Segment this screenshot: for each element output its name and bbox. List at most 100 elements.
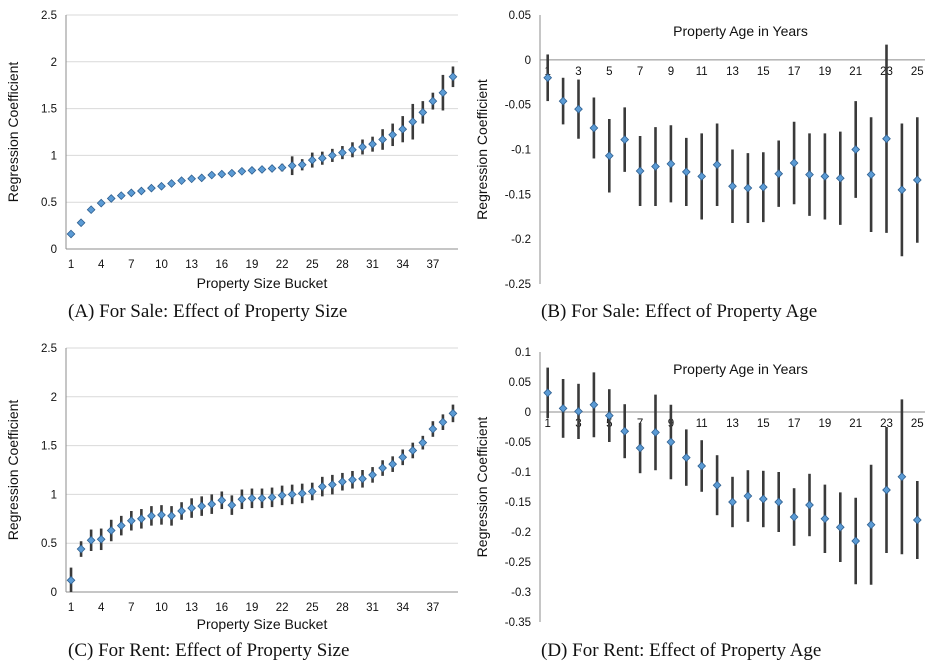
data-point (378, 135, 387, 144)
data-point (106, 194, 116, 203)
x-tick-label: 37 (426, 602, 439, 614)
data-point (227, 500, 237, 510)
x-tick-label: 23 (880, 418, 893, 430)
data-point (558, 404, 568, 413)
x-tick-label: 25 (911, 66, 924, 78)
data-point (820, 514, 830, 524)
x-tick-label: 13 (185, 602, 198, 614)
data-point (428, 96, 438, 106)
x-tick-label: 13 (726, 418, 739, 430)
data-point (358, 474, 367, 484)
data-point (789, 512, 799, 522)
chart-panel-c: 0 0.5 1 1.5 2 2.5 1 4 7 10 13 16 19 22 25 28 31 34 37 Regre… (5, 343, 458, 661)
data-point (86, 205, 96, 215)
y-tick-label: 1 (51, 150, 57, 162)
data-point (378, 463, 387, 473)
x-tick-label: 4 (98, 259, 105, 271)
data-point (237, 494, 247, 504)
panel-caption: (A) For Sale: Effect of Property Size (68, 301, 347, 322)
data-point (697, 172, 707, 181)
data-point (368, 470, 377, 480)
data-point (589, 400, 599, 410)
data-point (835, 522, 845, 532)
x-tick-label: 3 (575, 66, 581, 78)
data-point (358, 142, 367, 152)
data-point (398, 452, 408, 462)
data-point (438, 88, 448, 98)
x-tick-label: 31 (366, 259, 379, 271)
y-tick-label: 0 (525, 55, 531, 67)
x-tick-label: 37 (426, 259, 439, 271)
x-tick-label: 28 (336, 259, 349, 271)
y-tick-label: 0.1 (515, 347, 531, 359)
data-point (267, 164, 277, 173)
data-point (418, 107, 428, 117)
data-point (681, 453, 691, 462)
data-point (76, 218, 86, 228)
y-tick-label: -0.3 (511, 587, 531, 599)
data-point (116, 521, 126, 530)
data-point (558, 96, 568, 106)
data-point (820, 172, 830, 181)
panel-inner-title: Property Age in Years (673, 23, 808, 39)
y-tick-label: 2.5 (41, 10, 57, 22)
x-tick-label: 10 (155, 259, 168, 271)
data-point (247, 166, 257, 175)
x-axis-label: Property Size Bucket (197, 275, 328, 291)
y-tick-label: -0.15 (505, 189, 531, 201)
data-point (743, 183, 753, 193)
data-point (247, 493, 257, 503)
x-tick-label: 16 (215, 259, 228, 271)
panel-caption: (B) For Sale: Effect of Property Age (541, 301, 817, 322)
data-point (348, 475, 357, 485)
data-point (307, 487, 317, 496)
data-point (897, 472, 907, 482)
data-point (317, 153, 327, 163)
data-point (217, 169, 227, 179)
data-point (106, 526, 116, 535)
data-point (277, 491, 287, 500)
data-point (207, 170, 217, 180)
data-point (408, 117, 418, 127)
data-point (167, 511, 176, 521)
x-tick-label: 7 (637, 66, 643, 78)
y-axis-label: Regression Coefficient (474, 417, 490, 558)
data-point (86, 535, 96, 545)
data-point (448, 409, 458, 418)
x-tick-label: 13 (185, 259, 198, 271)
x-tick-label: 28 (336, 602, 349, 614)
data-point (448, 72, 458, 82)
x-tick-label: 1 (68, 602, 74, 614)
data-point (681, 167, 691, 177)
x-tick-label: 7 (128, 259, 134, 271)
y-tick-label: -0.05 (505, 437, 531, 449)
data-point (728, 497, 737, 507)
data-point (157, 181, 166, 191)
data-point (574, 407, 583, 416)
data-point (805, 170, 814, 179)
data-point (207, 499, 217, 509)
y-tick-label: -0.35 (505, 617, 531, 629)
x-tick-label: 5 (606, 66, 612, 78)
data-point (620, 426, 630, 436)
x-tick-label: 19 (819, 66, 832, 78)
data-point (758, 494, 768, 504)
x-tick-label: 25 (306, 259, 319, 271)
data-point (338, 148, 347, 157)
data-point (126, 188, 136, 198)
data-point (866, 170, 876, 179)
panel-caption: (C) For Rent: Effect of Property Size (68, 640, 349, 661)
data-point (66, 575, 76, 585)
data-point (866, 520, 876, 530)
data-point (147, 511, 156, 521)
data-point (774, 169, 784, 179)
chart-panel-d: -0.35 -0.3 -0.25 -0.2 -0.15 -0.1 -0.05 0 0.05 0.1… (474, 347, 925, 661)
data-point (287, 490, 297, 499)
data-point (666, 159, 676, 169)
data-point (96, 198, 106, 208)
y-tick-label: -0.05 (505, 100, 531, 112)
data-point (712, 480, 722, 490)
data-point (66, 229, 76, 239)
x-tick-label: 34 (396, 259, 409, 271)
data-point (167, 179, 176, 188)
